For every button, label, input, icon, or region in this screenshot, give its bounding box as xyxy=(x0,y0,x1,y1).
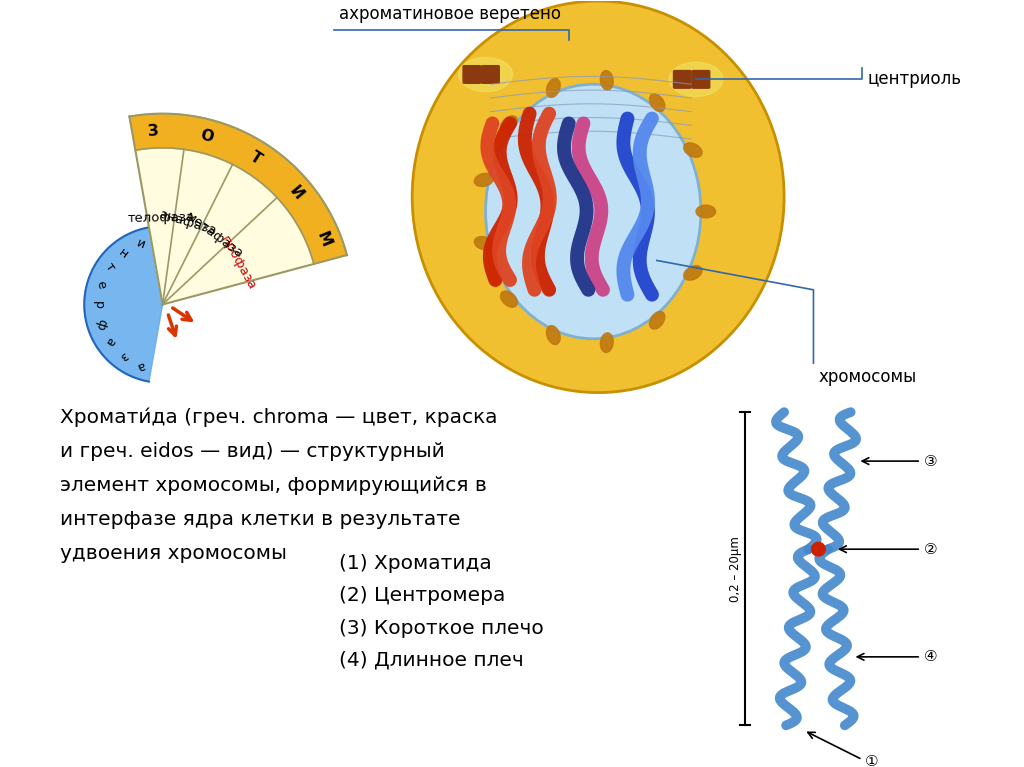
Ellipse shape xyxy=(501,116,517,132)
Text: т: т xyxy=(102,261,117,274)
Text: З: З xyxy=(147,123,160,139)
Ellipse shape xyxy=(684,143,702,157)
Text: и: и xyxy=(134,236,146,252)
Ellipse shape xyxy=(547,78,560,97)
Ellipse shape xyxy=(485,84,700,339)
Ellipse shape xyxy=(413,1,784,393)
Ellipse shape xyxy=(649,94,665,111)
Text: анафаза: анафаза xyxy=(158,207,218,237)
Ellipse shape xyxy=(547,326,560,344)
Ellipse shape xyxy=(696,205,716,218)
Text: О: О xyxy=(199,127,215,146)
Text: (4) Длинное плеч: (4) Длинное плеч xyxy=(339,651,523,670)
Ellipse shape xyxy=(501,291,517,307)
FancyBboxPatch shape xyxy=(692,71,710,88)
Ellipse shape xyxy=(684,265,702,280)
Text: центриоль: центриоль xyxy=(867,70,962,87)
Text: хромосомы: хромосомы xyxy=(818,368,916,386)
Text: (2) Центромера: (2) Центромера xyxy=(339,587,505,605)
Text: ахроматиновое веретено: ахроматиновое веретено xyxy=(339,5,561,22)
Text: интерфазе ядра клетки в результате: интерфазе ядра клетки в результате xyxy=(59,510,461,529)
Text: и греч. eidos — вид) — структурный: и греч. eidos — вид) — структурный xyxy=(59,442,444,460)
Text: е: е xyxy=(93,279,109,291)
Text: профаза: профаза xyxy=(218,233,258,292)
Text: метафаза: метафаза xyxy=(182,209,246,262)
Ellipse shape xyxy=(649,311,665,329)
Text: элемент хромосомы, формирующийся в: элемент хромосомы, формирующийся в xyxy=(59,476,486,495)
Text: И: И xyxy=(287,184,306,203)
Text: ①: ① xyxy=(865,754,879,767)
Text: н: н xyxy=(116,245,130,261)
Ellipse shape xyxy=(600,333,613,352)
Text: р: р xyxy=(91,301,104,308)
Polygon shape xyxy=(129,114,347,264)
Text: з: з xyxy=(117,348,130,363)
Text: М: М xyxy=(314,229,334,249)
Text: Хромати́да (греч. chroma — цвет, краска: Хромати́да (греч. chroma — цвет, краска xyxy=(59,407,498,426)
Ellipse shape xyxy=(474,236,494,250)
Ellipse shape xyxy=(474,173,494,186)
Polygon shape xyxy=(84,227,163,382)
Text: ф: ф xyxy=(93,317,109,331)
Text: (3) Короткое плечо: (3) Короткое плечо xyxy=(339,619,544,637)
FancyBboxPatch shape xyxy=(481,66,500,84)
Ellipse shape xyxy=(459,58,512,91)
FancyBboxPatch shape xyxy=(674,71,691,88)
Ellipse shape xyxy=(600,71,613,90)
Text: ②: ② xyxy=(924,542,938,557)
FancyBboxPatch shape xyxy=(463,66,480,84)
Text: ④: ④ xyxy=(924,650,938,664)
Polygon shape xyxy=(129,114,347,304)
Text: телофаза: телофаза xyxy=(127,211,195,225)
Ellipse shape xyxy=(669,62,723,97)
Text: ③: ③ xyxy=(924,453,938,469)
Text: а: а xyxy=(134,357,146,373)
Text: (1) Хроматида: (1) Хроматида xyxy=(339,554,492,573)
Circle shape xyxy=(811,542,825,556)
Text: Т: Т xyxy=(248,149,264,167)
Text: удвоения хромосомы: удвоения хромосомы xyxy=(59,545,287,563)
Text: а: а xyxy=(102,334,117,348)
Text: 0,2 – 20μm: 0,2 – 20μm xyxy=(729,536,741,601)
